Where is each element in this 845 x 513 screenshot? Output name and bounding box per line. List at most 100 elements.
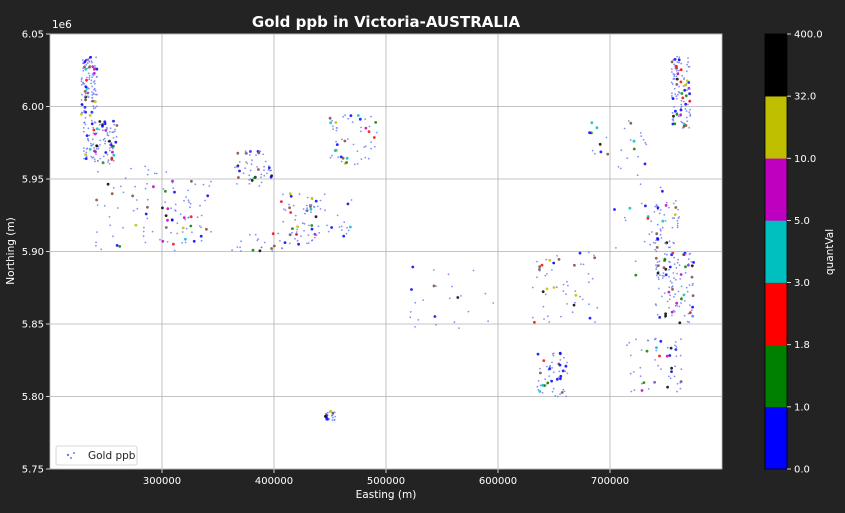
data-points (80, 55, 695, 422)
data-point (294, 214, 297, 217)
data-point (687, 312, 690, 315)
data-point (659, 229, 662, 232)
data-point (94, 160, 96, 163)
data-point (111, 147, 114, 150)
data-point (653, 381, 656, 383)
data-point (200, 214, 203, 217)
data-point (448, 297, 451, 300)
data-point (658, 287, 660, 290)
data-point (260, 173, 263, 176)
data-point (248, 179, 251, 181)
data-point (88, 147, 92, 151)
data-point (305, 209, 307, 212)
data-point (566, 281, 568, 283)
data-point (588, 281, 590, 284)
data-point (648, 233, 651, 236)
data-point (674, 64, 678, 68)
data-point (540, 263, 544, 267)
data-point (551, 361, 553, 364)
data-point (340, 229, 343, 232)
data-point (543, 318, 545, 320)
data-point (324, 209, 326, 212)
data-point (675, 355, 678, 358)
data-point (579, 295, 581, 298)
data-point (679, 387, 682, 390)
data-point (107, 134, 110, 137)
data-point (632, 371, 635, 373)
data-point (91, 61, 93, 64)
data-point (655, 349, 658, 352)
data-point (84, 98, 87, 102)
data-point (670, 60, 674, 64)
data-point (142, 235, 145, 238)
data-point (260, 176, 262, 179)
data-point (199, 234, 203, 238)
data-point (346, 226, 348, 229)
data-point (84, 153, 88, 157)
data-point (258, 185, 261, 187)
data-point (256, 239, 259, 242)
data-point (310, 203, 313, 206)
data-point (640, 202, 643, 205)
data-point (668, 375, 670, 378)
data-point (555, 286, 558, 289)
data-point (334, 121, 338, 124)
colorbar-tick-label: 0.0 (794, 465, 810, 476)
data-point (685, 70, 688, 73)
data-point (95, 241, 97, 244)
data-point (99, 157, 102, 160)
data-point (80, 77, 83, 80)
data-point (687, 57, 689, 59)
data-point (84, 107, 86, 110)
data-point (544, 384, 547, 387)
data-point (331, 414, 334, 417)
data-point (80, 112, 83, 116)
data-point (153, 172, 156, 175)
data-point (108, 162, 111, 165)
data-point (680, 62, 683, 65)
data-point (356, 163, 359, 165)
data-point (364, 118, 367, 120)
data-point (294, 218, 297, 221)
data-point (645, 143, 648, 146)
data-point (277, 232, 280, 235)
data-point (99, 139, 102, 142)
data-point (260, 246, 263, 249)
data-point (329, 409, 333, 413)
data-point (647, 339, 650, 342)
data-point (411, 265, 415, 269)
data-point (83, 90, 87, 93)
data-point (257, 238, 260, 241)
data-point (184, 241, 187, 244)
data-point (669, 280, 672, 282)
data-point (231, 249, 234, 252)
data-point (666, 253, 668, 256)
data-point (562, 283, 565, 286)
data-point (336, 214, 339, 217)
data-point (237, 176, 240, 179)
data-point (552, 261, 556, 265)
colorbar-segment (765, 96, 787, 159)
data-point (661, 277, 664, 279)
y-tick-label: 5.95 (22, 175, 44, 186)
colorbar-segment (765, 34, 787, 97)
data-point (546, 273, 548, 275)
data-point (89, 55, 92, 59)
data-point (674, 304, 677, 307)
data-point (331, 154, 333, 157)
data-point (657, 278, 660, 281)
data-point (95, 148, 98, 150)
data-point (185, 196, 188, 198)
data-point (360, 126, 362, 129)
data-point (595, 126, 599, 130)
data-point (676, 224, 679, 227)
data-point (98, 128, 101, 131)
data-point (90, 82, 93, 85)
data-point (684, 108, 687, 110)
data-point (658, 212, 661, 215)
data-point (688, 87, 691, 90)
data-point (598, 142, 602, 146)
data-point (343, 139, 347, 143)
data-point (655, 346, 658, 349)
data-point (248, 182, 251, 185)
